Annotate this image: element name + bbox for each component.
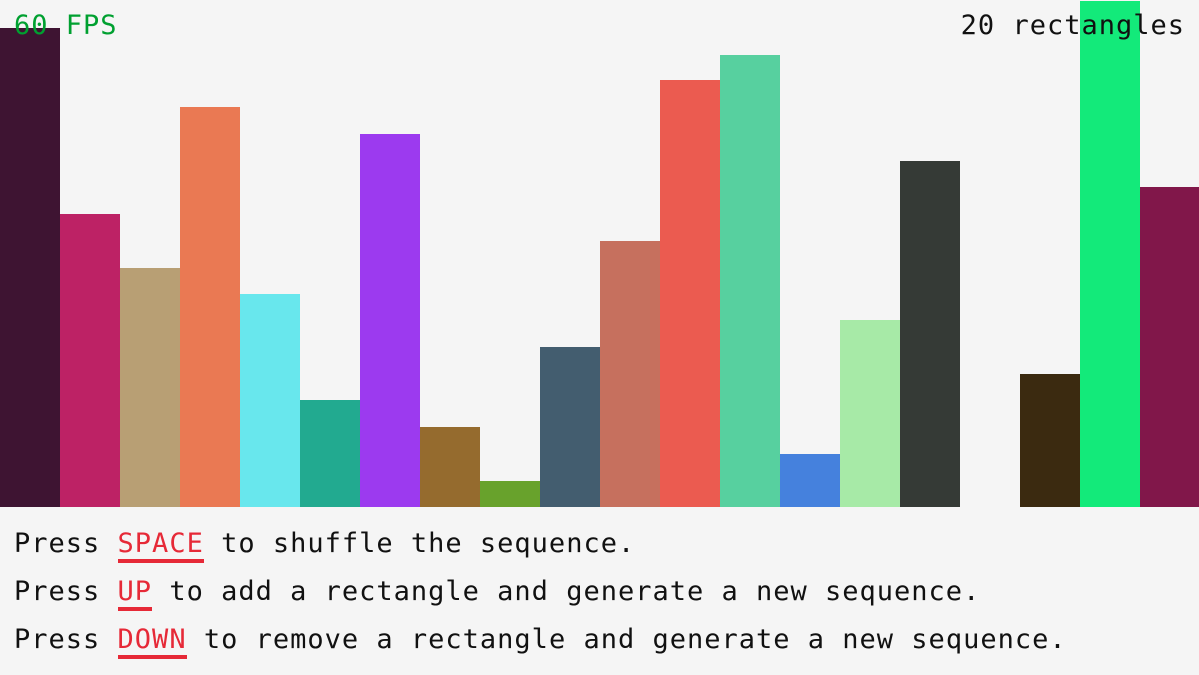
- rectangle-count: 20 rectangles: [960, 10, 1185, 41]
- instruction-shuffle: Press SPACE to shuffle the sequence.: [14, 528, 636, 563]
- key-up: UP: [117, 576, 153, 611]
- bar-rectangle: [60, 214, 120, 507]
- instruction-text: to shuffle the sequence.: [203, 528, 636, 559]
- bar-rectangle: [900, 161, 960, 507]
- bar-rectangle: [420, 427, 480, 507]
- bar-rectangle: [1140, 187, 1199, 507]
- bar-rectangle: [480, 481, 540, 507]
- bar-rectangle: [240, 294, 300, 507]
- bar-rectangle: [0, 28, 60, 507]
- instruction-text: Press: [14, 624, 118, 655]
- fps-counter: 60 FPS: [14, 10, 118, 41]
- key-down: DOWN: [117, 624, 187, 659]
- bar-rectangle: [600, 241, 660, 507]
- bar-rectangle: [300, 400, 360, 507]
- instruction-text: Press: [14, 528, 118, 559]
- instruction-text: Press: [14, 576, 118, 607]
- bar-rectangle: [1020, 374, 1080, 507]
- bar-rectangle: [540, 347, 600, 507]
- bar-rectangle: [120, 268, 180, 507]
- instruction-text: to add a rectangle and generate a new se…: [152, 576, 981, 607]
- instruction-add: Press UP to add a rectangle and generate…: [14, 576, 981, 611]
- bar-rectangle: [780, 454, 840, 507]
- bar-rectangle: [1080, 1, 1140, 507]
- instruction-remove: Press DOWN to remove a rectangle and gen…: [14, 624, 1067, 659]
- instruction-text: to remove a rectangle and generate a new…: [186, 624, 1067, 655]
- bar-rectangle: [660, 80, 720, 507]
- key-space: SPACE: [117, 528, 204, 563]
- bar-rectangle: [840, 320, 900, 507]
- bar-rectangle: [180, 107, 240, 507]
- bar-sequence: [0, 1, 1199, 507]
- bar-rectangle: [720, 55, 780, 507]
- bar-rectangle: [360, 134, 420, 507]
